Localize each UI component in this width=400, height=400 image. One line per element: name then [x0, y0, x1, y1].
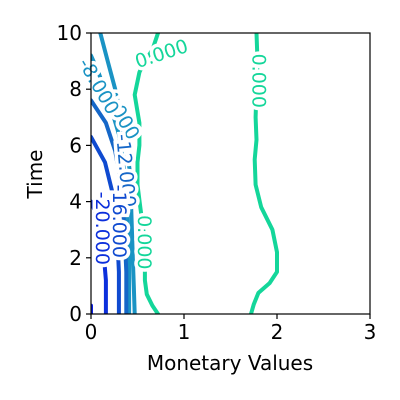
contour-label-halo: -20.000: [91, 192, 113, 265]
x-tick-label: 3: [364, 320, 377, 344]
x-tick-label: 0: [85, 320, 98, 344]
y-tick-label: 8: [69, 77, 82, 101]
contour-label-halo: 0.000: [133, 215, 155, 269]
contour-label-5-0: -16.000: [108, 185, 130, 258]
x-axis: 0 1 2 3: [85, 314, 377, 344]
y-axis: 0 2 4 6 8 10: [57, 21, 91, 326]
contour-label-1-1: 0.000: [133, 215, 155, 269]
y-tick-label: 6: [69, 133, 82, 157]
x-axis-title: Monetary Values: [147, 351, 313, 375]
contour-line-6: [91, 199, 108, 314]
contour-line-5: [91, 135, 121, 314]
plot-frame: [90, 32, 371, 315]
y-tick-label: 4: [69, 190, 82, 214]
contour-label-0-0: 0.000: [247, 54, 269, 108]
y-tick-label: 2: [69, 246, 82, 270]
y-axis-title: Time: [23, 150, 47, 200]
y-tick-label: 0: [69, 302, 82, 326]
contour-label-halo: -16.000: [108, 185, 130, 258]
contour-lines: [91, 33, 279, 314]
contour-line-4: [91, 98, 129, 314]
contour-line-2: [98, 33, 137, 314]
y-tick-label: 10: [57, 21, 82, 45]
contour-line-3: [91, 53, 132, 314]
contour-line-0: [249, 33, 279, 314]
x-tick-label: 2: [271, 320, 284, 344]
x-tick-label: 1: [178, 320, 191, 344]
contour-line-1: [132, 33, 160, 314]
contour-label-6-0: -20.000: [91, 192, 113, 265]
contour-label-halo: 0.000: [247, 54, 269, 108]
